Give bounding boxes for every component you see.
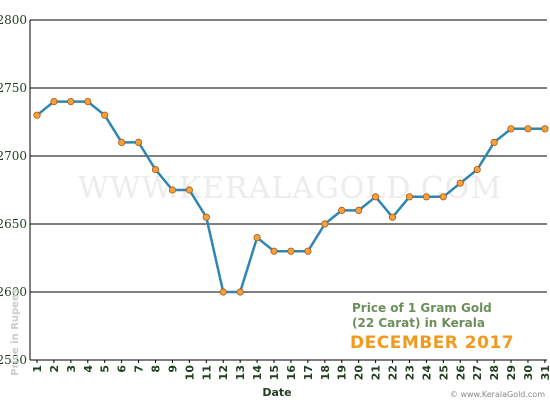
watermark: WWW.KERALAGOLD.COM <box>78 171 502 206</box>
data-point <box>151 166 160 174</box>
data-point <box>405 193 414 201</box>
data-point <box>439 193 447 201</box>
x-tick-label: 4 <box>82 365 95 373</box>
x-tick-label: 9 <box>166 365 179 373</box>
x-tick-label: 8 <box>150 365 163 373</box>
x-tick-label: 14 <box>251 365 264 381</box>
data-point <box>524 125 532 133</box>
x-tick-label: 5 <box>99 365 112 373</box>
x-tick-label: 10 <box>183 365 196 381</box>
data-point <box>456 179 464 187</box>
x-tick-label: 22 <box>387 365 400 380</box>
data-point <box>304 247 312 255</box>
x-tick-label: 23 <box>403 365 416 380</box>
x-tick-label: 24 <box>420 365 433 381</box>
x-tick-label: 29 <box>505 365 518 380</box>
x-tick-label: 15 <box>268 365 281 380</box>
footer-credit: © www.KeralaGold.com <box>450 390 545 399</box>
x-tick-label: 30 <box>522 365 535 381</box>
data-point <box>202 213 210 221</box>
data-point <box>134 138 143 146</box>
y-tick-label: 2650 <box>0 217 27 231</box>
x-tick-label: 3 <box>65 365 78 373</box>
y-tick-label: 2600 <box>0 285 27 299</box>
x-tick-label: 12 <box>217 365 230 380</box>
x-tick-label: 13 <box>234 365 247 380</box>
x-tick-label: 27 <box>471 365 484 380</box>
x-tick-label: 21 <box>370 365 383 380</box>
x-tick-label: 19 <box>336 365 349 380</box>
data-point <box>507 125 515 133</box>
grid <box>30 19 547 293</box>
data-point <box>67 98 75 106</box>
data-point <box>321 220 329 228</box>
x-tick-label: 16 <box>285 365 298 381</box>
y-tick-label: 2750 <box>0 81 27 95</box>
x-tick-label: 18 <box>319 365 332 380</box>
data-point <box>185 186 193 194</box>
x-tick-label: 1 <box>31 365 44 373</box>
data-point <box>270 247 278 255</box>
data-point <box>422 193 430 201</box>
x-tick-label: 25 <box>437 365 450 380</box>
x-tick-label: 6 <box>116 365 129 373</box>
x-tick-label: 7 <box>133 365 146 373</box>
chart-subtitle: DECEMBER 2017 <box>350 333 514 353</box>
data-point <box>253 234 261 242</box>
x-tick-label: 26 <box>454 365 467 381</box>
data-point <box>236 288 244 296</box>
data-point <box>371 193 380 201</box>
y-tick-label: 2550 <box>0 353 27 367</box>
data-point <box>388 213 397 221</box>
chart-title-line-1: Price of 1 Gram Gold <box>352 301 492 315</box>
data-point <box>84 98 92 106</box>
data-point <box>50 98 58 106</box>
x-tick-label: 2 <box>48 365 61 373</box>
data-points <box>33 98 549 296</box>
data-point <box>338 206 346 214</box>
x-tick-label: 31 <box>539 365 550 380</box>
x-tick-label: 20 <box>353 365 366 381</box>
x-tick-label: 11 <box>200 365 213 380</box>
data-point <box>473 166 481 174</box>
data-point <box>33 111 41 119</box>
x-axis-label: Date <box>262 386 291 399</box>
y-tick-label: 2700 <box>0 149 27 163</box>
data-point <box>541 125 549 133</box>
data-point <box>168 186 177 194</box>
data-point <box>219 288 227 296</box>
y-ticks: 2550 2600 2650 2700 2750 2800 <box>0 13 27 367</box>
data-point <box>355 206 363 214</box>
data-point <box>287 247 295 255</box>
y-axis-label: Price in Rupees <box>10 288 21 375</box>
x-tick-label: 28 <box>488 365 501 380</box>
chart-title-line-2: (22 Carat) in Kerala <box>352 316 485 330</box>
y-tick-label: 2800 <box>0 13 27 27</box>
data-point <box>490 138 498 146</box>
data-point <box>118 138 126 146</box>
x-tick-label: 17 <box>302 365 315 380</box>
x-ticks: 1 2 3 4 5 6 7 8 9 10 11 12 13 14 15 16 17 18 19 20 21 22 23 24 2… <box>31 360 550 380</box>
data-point <box>101 111 109 119</box>
